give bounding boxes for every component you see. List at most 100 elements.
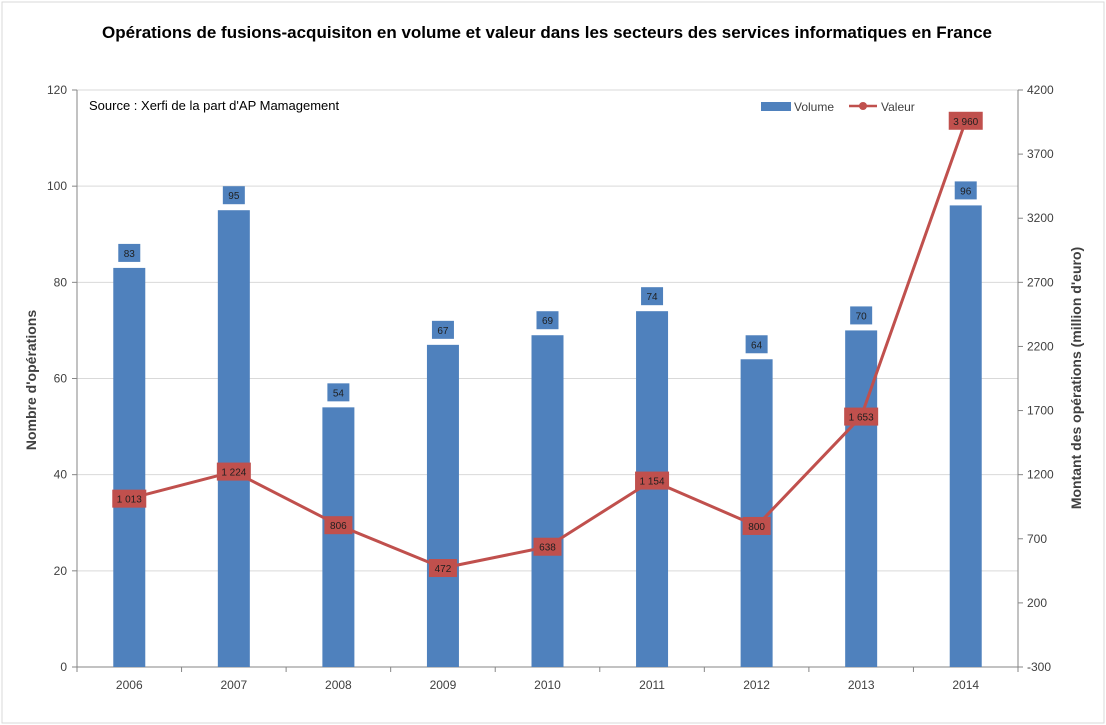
volume-label-text: 67: [437, 326, 449, 337]
y-right-tick-label: 3200: [1027, 211, 1054, 225]
source-note: Source : Xerfi de la part d'AP Mamagemen…: [89, 98, 339, 113]
volume-bar: [217, 210, 250, 668]
x-tick-label: 2011: [639, 678, 665, 692]
volume-bar: [426, 344, 459, 667]
axes: 0 20 40 60 80 100 120 -300 200 700 1200 1700 2200 270…: [47, 83, 1054, 692]
y-right-tick-label: 4200: [1027, 83, 1054, 97]
valeur-label-box: [635, 471, 670, 490]
valeur-label-text: 638: [539, 543, 556, 554]
volume-label-box: [745, 335, 768, 354]
volume-label-text: 54: [333, 388, 345, 399]
data-labels: 83 95 54 67 69 74 64 70 96 1 013 1 224 806 472 638 1 1…: [112, 111, 983, 578]
y-right-tick-label: 2200: [1027, 339, 1054, 353]
valeur-data-label: 800: [742, 516, 771, 535]
valeur-data-label: 472: [428, 559, 457, 578]
volume-label-text: 95: [228, 191, 240, 202]
y-axis-right-title: Montant des opérations (million d'euro): [1068, 247, 1084, 509]
volume-label-box: [222, 186, 245, 205]
valeur-data-label: 638: [533, 537, 562, 556]
x-tick-label: 2009: [430, 678, 457, 692]
y-left-tick-label: 0: [60, 660, 67, 674]
valeur-label-box: [112, 489, 147, 508]
valeur-label-box: [948, 111, 983, 130]
volume-label-box: [118, 243, 141, 262]
volume-label-text: 69: [542, 316, 554, 327]
x-tick-label: 2006: [116, 678, 143, 692]
y-left-tick-label: 100: [47, 179, 67, 193]
y-right-tick-label: 200: [1027, 596, 1047, 610]
x-tick-label: 2007: [220, 678, 247, 692]
volume-data-label: 70: [850, 306, 873, 325]
valeur-label-box: [844, 407, 879, 426]
valeur-label-box: [428, 559, 457, 578]
y-left-tick-label: 20: [54, 564, 68, 578]
y-right-tick-label: 1200: [1027, 468, 1054, 482]
x-tick-label: 2010: [534, 678, 561, 692]
volume-label-box: [431, 320, 454, 339]
valeur-data-label: 806: [324, 516, 353, 535]
x-tick-label: 2008: [325, 678, 352, 692]
valeur-label-text: 3 960: [953, 117, 978, 128]
valeur-data-label: 1 653: [844, 407, 879, 426]
y-left-tick-label: 120: [47, 83, 67, 97]
valeur-data-label: 1 013: [112, 489, 147, 508]
volume-bar: [322, 407, 355, 667]
legend-label-volume: Volume: [794, 100, 834, 114]
volume-data-label: 95: [222, 186, 245, 205]
valeur-label-text: 1 224: [221, 468, 246, 479]
volume-data-label: 83: [118, 243, 141, 262]
volume-data-label: 64: [745, 335, 768, 354]
legend: Volume Valeur: [761, 100, 915, 114]
y-left-tick-label: 40: [54, 468, 68, 482]
volume-data-label: 67: [431, 320, 454, 339]
valeur-label-text: 1 653: [849, 413, 874, 424]
volume-bar: [949, 205, 982, 667]
volume-label-text: 64: [751, 340, 763, 351]
volume-data-label: 96: [954, 181, 977, 200]
volume-label-box: [536, 311, 559, 330]
y-axis-left-title: Nombre d'opérations: [23, 310, 39, 450]
valeur-label-text: 806: [330, 521, 347, 532]
y-right-tick-label: 700: [1027, 532, 1047, 546]
volume-label-box: [641, 287, 664, 306]
valeur-label-box: [533, 537, 562, 556]
valeur-label-box: [216, 462, 251, 481]
y-right-tick-label: 2700: [1027, 275, 1054, 289]
y-right-tick-label: -300: [1027, 660, 1051, 674]
y-right-tick-label: 1700: [1027, 404, 1054, 418]
volume-bars: [113, 205, 982, 668]
valeur-data-label: 3 960: [948, 111, 983, 130]
valeur-label-text: 800: [748, 522, 765, 533]
legend-swatch-volume: [761, 102, 791, 111]
volume-data-label: 74: [641, 287, 664, 306]
volume-label-text: 74: [646, 292, 658, 303]
valeur-data-label: 1 224: [216, 462, 251, 481]
valeur-label-box: [324, 516, 353, 535]
legend-marker-valeur: [859, 102, 867, 110]
valeur-label-text: 1 154: [640, 477, 665, 488]
volume-label-text: 83: [124, 249, 136, 260]
volume-label-box: [327, 383, 350, 402]
valeur-label-text: 472: [435, 564, 452, 575]
chart-title: Opérations de fusions-acquisiton en volu…: [102, 23, 992, 42]
valeur-data-label: 1 154: [635, 471, 670, 490]
y-right-tick-label: 3700: [1027, 147, 1054, 161]
volume-bar: [113, 267, 146, 667]
volume-label-text: 70: [856, 311, 868, 322]
y-left-tick-label: 80: [54, 275, 68, 289]
volume-bar: [531, 335, 564, 667]
x-tick-label: 2014: [952, 678, 979, 692]
x-tick-label: 2012: [743, 678, 770, 692]
valeur-label-text: 1 013: [117, 495, 142, 506]
x-tick-label: 2013: [848, 678, 875, 692]
valeur-label-box: [742, 516, 771, 535]
legend-label-valeur: Valeur: [881, 100, 915, 114]
volume-label-box: [850, 306, 873, 325]
volume-label-text: 96: [960, 186, 972, 197]
volume-label-box: [954, 181, 977, 200]
y-left-tick-label: 60: [54, 372, 68, 386]
volume-data-label: 69: [536, 311, 559, 330]
volume-data-label: 54: [327, 383, 350, 402]
